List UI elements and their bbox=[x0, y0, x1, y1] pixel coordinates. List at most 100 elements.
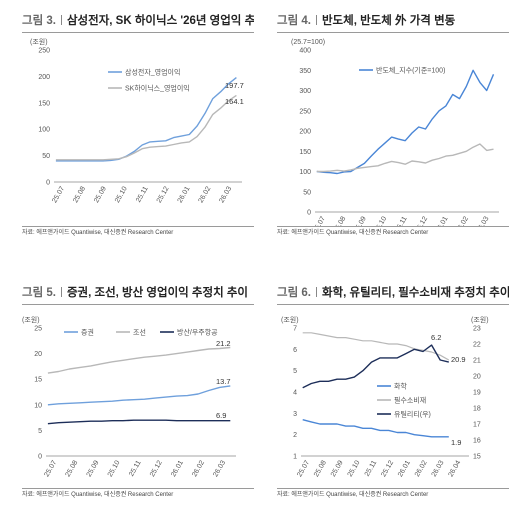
x-tick-label: 25.10 bbox=[347, 459, 362, 478]
x-tick-label: 25.07 bbox=[51, 185, 66, 204]
x-tick-label: 25.10 bbox=[114, 185, 129, 204]
source-note: 자료: 에프앤가이드 Quantiwise, 대신증권 Research Cen… bbox=[22, 488, 254, 503]
data-label: 6.9 bbox=[216, 411, 226, 420]
x-tick-label: 25.12 bbox=[414, 215, 429, 226]
y-tick-label-right: 15 bbox=[473, 454, 481, 461]
x-tick-label: 25.08 bbox=[65, 459, 80, 478]
panel-title: 그림 4. 반도체, 반도체 外 가격 변동 bbox=[277, 10, 509, 33]
y-unit-label-right: (조원) bbox=[471, 315, 489, 324]
source-note: 자료: 에프앤가이드 Quantiwise, 대신증권 Research Cen… bbox=[277, 226, 509, 241]
x-tick-label: 26.01 bbox=[170, 459, 185, 478]
x-tick-label: 26.01 bbox=[435, 215, 450, 226]
data-label: 13.7 bbox=[216, 377, 231, 386]
series-line-2 bbox=[47, 419, 231, 425]
x-tick-label: 25.12 bbox=[149, 459, 164, 478]
y-tick-label: 200 bbox=[299, 129, 311, 136]
legend-label: 유틸리티(우) bbox=[394, 410, 431, 419]
x-tick-label: 25.08 bbox=[313, 459, 328, 478]
series-line-0 bbox=[302, 419, 449, 438]
y-tick-label: 7 bbox=[293, 326, 297, 333]
y-tick-label-right: 23 bbox=[473, 326, 481, 333]
series-line-1 bbox=[55, 94, 237, 161]
x-tick-label: 25.12 bbox=[156, 185, 171, 204]
y-tick-label: 6 bbox=[293, 347, 297, 354]
y-tick-label: 0 bbox=[307, 210, 311, 217]
figure-title: 화학, 유틸리티, 필수소비재 추정치 추이 bbox=[321, 287, 509, 299]
panel-samsung-hynix: 그림 3. 삼성전자, SK 하이닉스 '26년 영업익 추정치 (조원) 0 50 1… bbox=[22, 10, 254, 240]
x-tick-label: 26.02 bbox=[414, 459, 429, 478]
y-tick-label-right: 22 bbox=[473, 342, 481, 349]
series-line-0 bbox=[47, 385, 231, 406]
y-tick-label: 4 bbox=[293, 390, 297, 397]
chart-semiconductor-price: (25.7=100) 0 50 100 150 200 250 300 350 400 25.07 2… bbox=[291, 39, 499, 226]
x-tick-label: 26.02 bbox=[455, 215, 470, 226]
series-line-0 bbox=[316, 69, 495, 175]
y-tick-label: 10 bbox=[34, 402, 42, 409]
x-tick-label: 26.02 bbox=[191, 459, 206, 478]
x-tick-label: 25.10 bbox=[373, 215, 388, 226]
y-tick-label-right: 21 bbox=[473, 358, 481, 365]
legend-label: 증권 bbox=[81, 329, 94, 337]
y-tick-label: 50 bbox=[42, 153, 50, 160]
y-tick-label-right: 18 bbox=[473, 406, 481, 413]
data-label: 1.9 bbox=[451, 438, 461, 447]
panel-title: 그림 3. 삼성전자, SK 하이닉스 '26년 영업익 추정치 bbox=[22, 10, 254, 33]
y-tick-label: 0 bbox=[38, 454, 42, 461]
y-tick-label: 300 bbox=[299, 88, 311, 95]
panel-title: 그림 6. 화학, 유틸리티, 필수소비재 추정치 추이 bbox=[277, 282, 509, 305]
y-unit-label: (조원) bbox=[22, 315, 40, 324]
series-line-1 bbox=[47, 346, 231, 374]
y-tick-label-right: 17 bbox=[473, 422, 481, 429]
legend-label: SK하이닉스_영업이익 bbox=[125, 84, 190, 93]
x-tick-label: 25.07 bbox=[296, 459, 311, 478]
data-label: 20.9 bbox=[451, 355, 466, 364]
y-tick-label: 350 bbox=[299, 68, 311, 75]
panel-chem-utility-staples: 그림 6. 화학, 유틸리티, 필수소비재 추정치 추이 (조원) (조원) 1 2 3 4… bbox=[277, 282, 509, 512]
y-tick-label: 15 bbox=[34, 377, 42, 384]
source-note: 자료: 에프앤가이드 Quantiwise, 대신증권 Research Cen… bbox=[277, 488, 509, 503]
x-tick-label: 26.01 bbox=[397, 459, 412, 478]
x-tick-label: 26.03 bbox=[218, 185, 233, 204]
figure-number: 그림 3. bbox=[22, 15, 56, 27]
y-tick-label: 250 bbox=[38, 48, 50, 55]
x-tick-label: 25.07 bbox=[43, 459, 58, 478]
legend-label: 반도체_지수(기준=100) bbox=[376, 66, 445, 75]
chart-samsung-hynix: (조원) 0 50 100 150 200 250 25.07 25.08 25.09 25.10 2… bbox=[30, 37, 244, 204]
y-unit-label: (조원) bbox=[30, 37, 48, 46]
series-line-2 bbox=[302, 344, 449, 389]
y-tick-label: 100 bbox=[38, 127, 50, 134]
title-divider bbox=[315, 15, 317, 25]
x-tick-label: 25.09 bbox=[86, 459, 101, 478]
y-tick-label: 2 bbox=[293, 432, 297, 439]
y-tick-label: 150 bbox=[299, 149, 311, 156]
y-tick-label-right: 16 bbox=[473, 438, 481, 445]
data-label: 21.2 bbox=[216, 339, 231, 348]
source-note: 자료: 에프앤가이드 Quantiwise, 대신증권 Research Cen… bbox=[22, 226, 254, 241]
title-divider bbox=[315, 287, 317, 297]
x-tick-label: 25.11 bbox=[394, 215, 409, 226]
y-tick-label: 0 bbox=[46, 180, 50, 187]
x-tick-label: 26.03 bbox=[476, 215, 491, 226]
data-label: 197.7 bbox=[225, 81, 244, 90]
y-tick-label: 5 bbox=[38, 428, 42, 435]
series-line-1 bbox=[316, 143, 494, 173]
x-tick-label: 26.04 bbox=[448, 459, 463, 478]
y-tick-label: 150 bbox=[38, 100, 50, 107]
x-tick-label: 25.11 bbox=[135, 185, 150, 203]
figure-number: 그림 5. bbox=[22, 287, 56, 299]
data-label: 6.2 bbox=[431, 333, 441, 342]
title-divider bbox=[60, 15, 62, 25]
x-tick-label: 25.09 bbox=[330, 459, 345, 478]
x-tick-label: 25.08 bbox=[333, 215, 348, 226]
y-tick-label: 200 bbox=[38, 74, 50, 81]
x-tick-label: 25.12 bbox=[380, 459, 395, 478]
y-tick-label: 400 bbox=[299, 48, 311, 55]
y-tick-label: 20 bbox=[34, 351, 42, 358]
y-tick-label: 25 bbox=[34, 326, 42, 333]
figure-title: 삼성전자, SK 하이닉스 '26년 영업익 추정치 bbox=[66, 15, 254, 27]
x-tick-label: 25.11 bbox=[364, 459, 379, 477]
x-tick-label: 25.11 bbox=[128, 459, 143, 477]
y-tick-label: 5 bbox=[293, 368, 297, 375]
figure-title: 반도체, 반도체 外 가격 변동 bbox=[321, 15, 456, 27]
